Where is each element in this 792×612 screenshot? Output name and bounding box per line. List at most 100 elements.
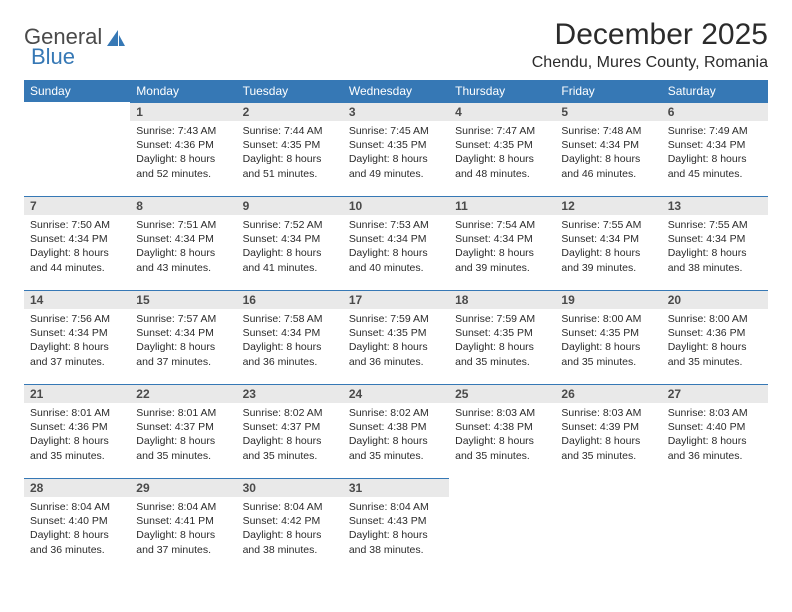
day-number: 19 [555, 290, 661, 309]
daylight-line: Daylight: 8 hours and 35 minutes. [243, 434, 337, 462]
calendar-cell: 11Sunrise: 7:54 AMSunset: 4:34 PMDayligh… [449, 196, 555, 290]
sunrise-line: Sunrise: 8:02 AM [243, 406, 337, 420]
weekday-header: Friday [555, 80, 661, 102]
sunset-line: Sunset: 4:38 PM [349, 420, 443, 434]
day-number: 7 [24, 196, 130, 215]
day-number: 26 [555, 384, 661, 403]
daylight-line: Daylight: 8 hours and 35 minutes. [349, 434, 443, 462]
daylight-line: Daylight: 8 hours and 36 minutes. [349, 340, 443, 368]
weekday-header: Thursday [449, 80, 555, 102]
day-number: 13 [662, 196, 768, 215]
weekday-header: Saturday [662, 80, 768, 102]
sunset-line: Sunset: 4:34 PM [349, 232, 443, 246]
calendar-cell [662, 478, 768, 572]
sunset-line: Sunset: 4:36 PM [136, 138, 230, 152]
day-number: 9 [237, 196, 343, 215]
logo-sail-icon [106, 29, 126, 47]
day-details: Sunrise: 8:02 AMSunset: 4:37 PMDaylight:… [237, 403, 343, 469]
day-number: 27 [662, 384, 768, 403]
day-number: 6 [662, 102, 768, 121]
day-details: Sunrise: 8:02 AMSunset: 4:38 PMDaylight:… [343, 403, 449, 469]
logo-part2: Blue [31, 44, 75, 70]
sunrise-line: Sunrise: 7:48 AM [561, 124, 655, 138]
day-details: Sunrise: 8:03 AMSunset: 4:38 PMDaylight:… [449, 403, 555, 469]
day-number: 20 [662, 290, 768, 309]
calendar-cell: 21Sunrise: 8:01 AMSunset: 4:36 PMDayligh… [24, 384, 130, 478]
day-details: Sunrise: 7:43 AMSunset: 4:36 PMDaylight:… [130, 121, 236, 187]
day-details: Sunrise: 7:44 AMSunset: 4:35 PMDaylight:… [237, 121, 343, 187]
sunrise-line: Sunrise: 8:04 AM [243, 500, 337, 514]
daylight-line: Daylight: 8 hours and 39 minutes. [455, 246, 549, 274]
day-details: Sunrise: 8:03 AMSunset: 4:40 PMDaylight:… [662, 403, 768, 469]
sunrise-line: Sunrise: 8:04 AM [30, 500, 124, 514]
day-details: Sunrise: 8:01 AMSunset: 4:37 PMDaylight:… [130, 403, 236, 469]
day-number: 17 [343, 290, 449, 309]
daylight-line: Daylight: 8 hours and 35 minutes. [455, 340, 549, 368]
day-details: Sunrise: 8:03 AMSunset: 4:39 PMDaylight:… [555, 403, 661, 469]
day-details: Sunrise: 7:57 AMSunset: 4:34 PMDaylight:… [130, 309, 236, 375]
daylight-line: Daylight: 8 hours and 36 minutes. [30, 528, 124, 556]
daylight-line: Daylight: 8 hours and 35 minutes. [136, 434, 230, 462]
weekday-header: Tuesday [237, 80, 343, 102]
sunset-line: Sunset: 4:34 PM [243, 326, 337, 340]
title-block: December 2025 Chendu, Mures County, Roma… [532, 18, 768, 72]
calendar-cell: 13Sunrise: 7:55 AMSunset: 4:34 PMDayligh… [662, 196, 768, 290]
day-number: 29 [130, 478, 236, 497]
sunset-line: Sunset: 4:37 PM [136, 420, 230, 434]
sunset-line: Sunset: 4:34 PM [561, 232, 655, 246]
calendar-cell: 19Sunrise: 8:00 AMSunset: 4:35 PMDayligh… [555, 290, 661, 384]
daylight-line: Daylight: 8 hours and 39 minutes. [561, 246, 655, 274]
daylight-line: Daylight: 8 hours and 35 minutes. [455, 434, 549, 462]
sunset-line: Sunset: 4:38 PM [455, 420, 549, 434]
day-number: 11 [449, 196, 555, 215]
day-details: Sunrise: 7:45 AMSunset: 4:35 PMDaylight:… [343, 121, 449, 187]
sunset-line: Sunset: 4:37 PM [243, 420, 337, 434]
daylight-line: Daylight: 8 hours and 35 minutes. [561, 340, 655, 368]
daylight-line: Daylight: 8 hours and 40 minutes. [349, 246, 443, 274]
daylight-line: Daylight: 8 hours and 35 minutes. [668, 340, 762, 368]
sunset-line: Sunset: 4:34 PM [668, 232, 762, 246]
sunrise-line: Sunrise: 7:58 AM [243, 312, 337, 326]
day-number: 22 [130, 384, 236, 403]
day-details: Sunrise: 7:59 AMSunset: 4:35 PMDaylight:… [449, 309, 555, 375]
sunset-line: Sunset: 4:34 PM [30, 326, 124, 340]
calendar-cell: 24Sunrise: 8:02 AMSunset: 4:38 PMDayligh… [343, 384, 449, 478]
calendar-cell: 10Sunrise: 7:53 AMSunset: 4:34 PMDayligh… [343, 196, 449, 290]
sunrise-line: Sunrise: 7:54 AM [455, 218, 549, 232]
day-number: 24 [343, 384, 449, 403]
daylight-line: Daylight: 8 hours and 44 minutes. [30, 246, 124, 274]
calendar-cell: 7Sunrise: 7:50 AMSunset: 4:34 PMDaylight… [24, 196, 130, 290]
sunset-line: Sunset: 4:35 PM [349, 138, 443, 152]
sunset-line: Sunset: 4:35 PM [243, 138, 337, 152]
sunrise-line: Sunrise: 7:52 AM [243, 218, 337, 232]
day-details: Sunrise: 7:54 AMSunset: 4:34 PMDaylight:… [449, 215, 555, 281]
calendar-cell: 6Sunrise: 7:49 AMSunset: 4:34 PMDaylight… [662, 102, 768, 196]
daylight-line: Daylight: 8 hours and 45 minutes. [668, 152, 762, 180]
calendar-cell: 3Sunrise: 7:45 AMSunset: 4:35 PMDaylight… [343, 102, 449, 196]
calendar-cell [24, 102, 130, 196]
daylight-line: Daylight: 8 hours and 38 minutes. [668, 246, 762, 274]
calendar-cell [555, 478, 661, 572]
day-details: Sunrise: 8:00 AMSunset: 4:35 PMDaylight:… [555, 309, 661, 375]
sunrise-line: Sunrise: 7:49 AM [668, 124, 762, 138]
day-details: Sunrise: 7:58 AMSunset: 4:34 PMDaylight:… [237, 309, 343, 375]
day-details: Sunrise: 7:52 AMSunset: 4:34 PMDaylight:… [237, 215, 343, 281]
calendar-row: 14Sunrise: 7:56 AMSunset: 4:34 PMDayligh… [24, 290, 768, 384]
sunset-line: Sunset: 4:34 PM [136, 326, 230, 340]
day-details: Sunrise: 8:00 AMSunset: 4:36 PMDaylight:… [662, 309, 768, 375]
calendar-table: SundayMondayTuesdayWednesdayThursdayFrid… [24, 80, 768, 572]
sunrise-line: Sunrise: 8:03 AM [668, 406, 762, 420]
calendar-cell: 12Sunrise: 7:55 AMSunset: 4:34 PMDayligh… [555, 196, 661, 290]
sunset-line: Sunset: 4:43 PM [349, 514, 443, 528]
sunset-line: Sunset: 4:41 PM [136, 514, 230, 528]
sunrise-line: Sunrise: 7:55 AM [561, 218, 655, 232]
day-number: 8 [130, 196, 236, 215]
daylight-line: Daylight: 8 hours and 37 minutes. [136, 528, 230, 556]
sunset-line: Sunset: 4:34 PM [561, 138, 655, 152]
daylight-line: Daylight: 8 hours and 37 minutes. [30, 340, 124, 368]
day-details: Sunrise: 7:51 AMSunset: 4:34 PMDaylight:… [130, 215, 236, 281]
sunset-line: Sunset: 4:39 PM [561, 420, 655, 434]
day-details: Sunrise: 8:04 AMSunset: 4:40 PMDaylight:… [24, 497, 130, 563]
day-details: Sunrise: 7:59 AMSunset: 4:35 PMDaylight:… [343, 309, 449, 375]
sunrise-line: Sunrise: 7:57 AM [136, 312, 230, 326]
